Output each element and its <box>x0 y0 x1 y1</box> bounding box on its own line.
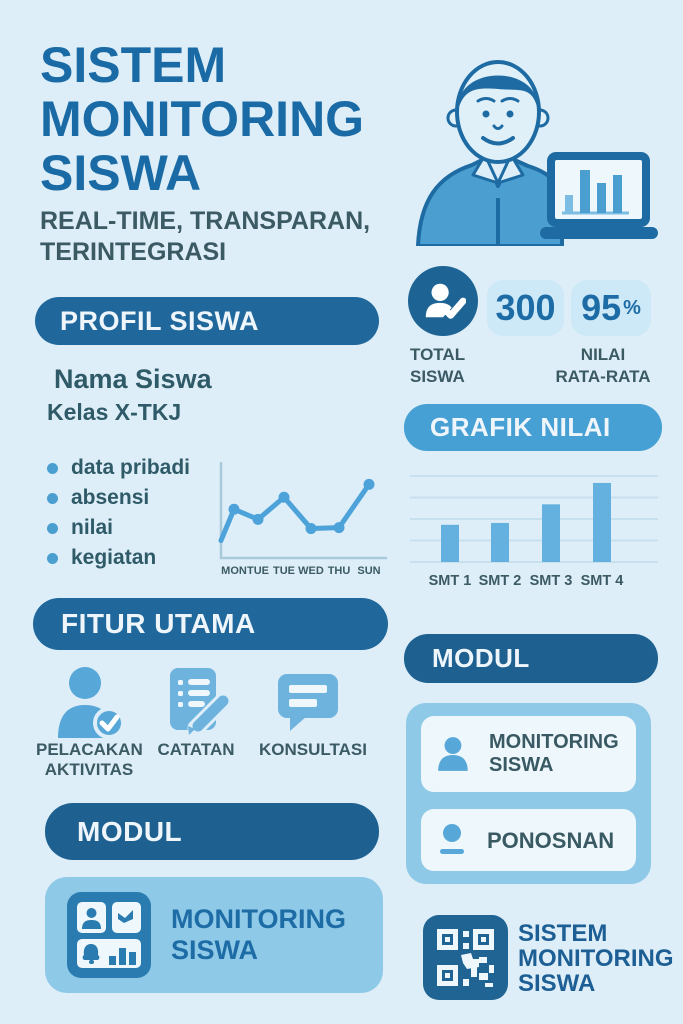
student-name: Nama Siswa <box>54 364 212 394</box>
list-item: data pribadi <box>47 453 190 483</box>
modul-item-monitoring-siswa: MONITORING SISWA <box>421 716 636 792</box>
laptop-bar-3 <box>597 183 606 213</box>
percent-sign: % <box>623 296 641 319</box>
laptop-bar-1 <box>565 195 573 213</box>
user-check-badge-icon <box>425 283 466 319</box>
modul-item-ponosnan: PONOSNAN <box>421 809 636 871</box>
fitur-label-catatan: CATATAN <box>157 740 235 759</box>
profil-bullet-list: data pribadi absensi nilai kegiatan <box>47 453 190 573</box>
svg-text:SMT 2: SMT 2 <box>479 573 522 589</box>
modul-monitoring-siswa-card: MONITORING SISWA <box>45 877 383 993</box>
eye-left <box>482 110 490 118</box>
laptop-bar-2 <box>580 170 590 213</box>
collar-left <box>471 153 500 185</box>
grafik-nilai-heading: GRAFIK NILAI <box>404 404 662 451</box>
list-item: nilai <box>47 513 190 543</box>
user-icon <box>440 824 464 854</box>
fitur-label-konsultasi: KONSULTASI <box>259 740 367 759</box>
bullet-dot-icon <box>47 552 58 564</box>
brow-right <box>500 97 520 103</box>
title-line-3: SISWA <box>40 145 202 201</box>
page-title: SISTEM MONITORING SISWA <box>40 38 364 200</box>
bullet-dot-icon <box>47 522 58 534</box>
nose <box>492 124 504 130</box>
profil-siswa-heading: PROFIL SISWA <box>35 297 379 345</box>
svg-text:SMT 1: SMT 1 <box>429 573 472 589</box>
hair <box>457 75 539 110</box>
modul-card-label: MONITORING SISWA <box>171 904 346 965</box>
page-subtitle: REAL-TIME, TRANSPARAN, TERINTEGRASI <box>40 207 371 266</box>
dashboard-grid-icon <box>67 892 151 978</box>
list-item: kegiatan <box>47 543 190 573</box>
title-line-1: SISTEM <box>40 37 227 93</box>
total-siswa-badge <box>408 266 478 336</box>
modul-right-container: MONITORING SISWA PONOSNAN <box>406 703 651 884</box>
svg-text:SMT 3: SMT 3 <box>530 573 573 589</box>
grade-bar-chart: SMT 1 SMT 2 SMT 3 SMT 4 <box>410 475 658 589</box>
list-item: absensi <box>47 483 190 513</box>
note-pencil-icon <box>170 668 230 736</box>
eye-right <box>506 110 514 118</box>
title-line-2: MONITORING <box>40 91 365 147</box>
chat-bubble-icon <box>278 674 338 731</box>
svg-text:WED: WED <box>298 565 324 577</box>
svg-text:THU: THU <box>328 565 351 577</box>
user-check-icon <box>58 667 125 738</box>
svg-text:TUE: TUE <box>273 565 295 577</box>
total-siswa-value: 300 <box>487 280 564 336</box>
activity-line-chart: MON TUE TUE WED THU SUN <box>218 461 388 577</box>
modul-left-heading: MODUL <box>45 803 379 860</box>
bullet-dot-icon <box>47 462 58 474</box>
collar-right <box>496 153 525 185</box>
qr-code-icon <box>423 915 508 1000</box>
svg-text:TUE: TUE <box>247 565 269 577</box>
nilai-rata-rata-label: NILAI RATA-RATA <box>555 345 651 386</box>
user-icon <box>438 737 468 771</box>
student-with-laptop-illustration <box>416 60 658 246</box>
svg-text:MON: MON <box>221 565 247 577</box>
smile <box>481 136 515 146</box>
modul-right-heading: MODUL <box>404 634 658 683</box>
svg-text:SMT 4: SMT 4 <box>581 573 624 589</box>
nilai-rata-rata-value: 95 % <box>571 280 651 336</box>
laptop-bar-4 <box>613 175 622 213</box>
fitur-label-pelacakan: PELACAKAN AKTIVITAS <box>36 740 143 779</box>
laptop-icon <box>540 152 658 239</box>
bullet-dot-icon <box>47 492 58 504</box>
total-siswa-label: TOTAL SISWA <box>410 345 466 386</box>
student-class: Kelas X-TKJ <box>47 399 182 425</box>
footer-title: SISTEM MONITORING SISWA <box>518 920 674 997</box>
brow-left <box>476 97 496 103</box>
fitur-utama-heading: FITUR UTAMA <box>33 598 388 650</box>
svg-text:SUN: SUN <box>357 565 380 577</box>
